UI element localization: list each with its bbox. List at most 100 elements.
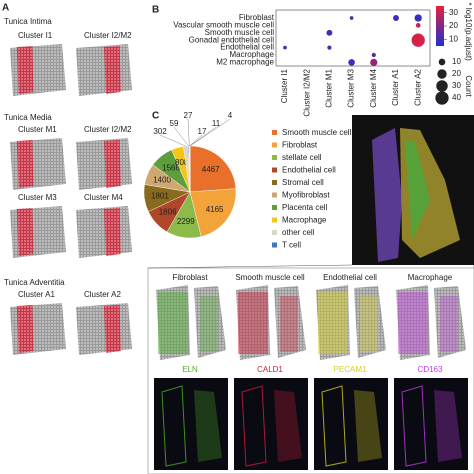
tissue-image — [372, 128, 402, 262]
gene-label: PECAM1 — [334, 365, 367, 374]
connector — [147, 264, 353, 269]
fluorescence-image — [314, 378, 388, 470]
value-label: 59 — [170, 119, 179, 128]
dot — [348, 59, 355, 66]
panel-label: A — [2, 3, 9, 14]
legend-label: stellate cell — [282, 153, 322, 162]
legend-swatch — [272, 242, 277, 248]
pie-slice — [189, 145, 237, 193]
size-key-label: 40 — [452, 93, 461, 102]
dot — [326, 29, 333, 36]
y-tick-label: Gonadal endothelial cell — [189, 35, 275, 44]
legend-swatch — [272, 130, 277, 135]
fluorescence-image — [154, 378, 228, 470]
x-tick-label: Cluster I2/M2 — [302, 68, 311, 116]
size-key — [435, 91, 449, 105]
fluorescence-signal — [354, 390, 382, 462]
cell-type-label: Fibroblast — [172, 273, 208, 282]
tissue-image — [76, 138, 132, 190]
legend-swatch — [272, 142, 277, 148]
size-key — [437, 69, 447, 79]
value-label: 11 — [212, 119, 221, 128]
legend-label: T cell — [282, 241, 301, 250]
legend-swatch — [272, 192, 277, 198]
value-label: 1566 — [162, 163, 180, 172]
cluster-label: Cluster I2/M2 — [84, 125, 132, 134]
cluster-label: Cluster M4 — [84, 193, 123, 202]
leader-line — [187, 118, 190, 147]
expression-overlay — [360, 296, 378, 352]
cell-type-label: Macrophage — [408, 273, 453, 282]
tissue-image — [156, 285, 190, 360]
y-tick-label: Macrophage — [230, 50, 275, 59]
legend-label: other cell — [282, 228, 315, 237]
size-key-label: 20 — [452, 69, 461, 78]
value-label: 1400 — [153, 175, 171, 184]
color-bar — [436, 6, 444, 46]
color-tick-label: 10 — [449, 34, 458, 43]
legend-swatch — [272, 217, 277, 223]
tissue-image — [354, 286, 386, 358]
cluster-highlight — [16, 46, 34, 94]
cluster-label: Cluster M3 — [18, 193, 57, 202]
gene-label: CALD1 — [257, 365, 283, 374]
x-tick-label: Cluster A1 — [391, 68, 400, 105]
plot-frame — [275, 9, 431, 67]
legend-swatch — [272, 180, 277, 185]
legend-label: Fibroblast — [282, 141, 318, 150]
cluster-highlight — [16, 305, 34, 353]
y-tick-label: Vascular smooth muscle cell — [173, 21, 274, 30]
legend-label: Myofibroblast — [282, 191, 330, 200]
expression-overlay — [318, 292, 348, 354]
cluster-highlight — [104, 305, 121, 353]
dot — [370, 58, 378, 67]
legend-label: Macrophage — [282, 216, 327, 225]
fluorescence-signal — [434, 390, 462, 462]
value-label: 17 — [198, 127, 207, 136]
panel-frame — [147, 267, 474, 474]
value-label: 1806 — [159, 208, 177, 217]
cluster-highlight — [16, 208, 34, 256]
cluster-label: Cluster A1 — [18, 290, 55, 299]
size-key-label: 30 — [452, 81, 461, 90]
gene-label: CD163 — [418, 365, 443, 374]
tissue-image — [76, 303, 132, 355]
y-tick-label: Smooth muscle cell — [205, 28, 275, 37]
y-tick-label: Endothelial cell — [220, 43, 274, 52]
pie-slice — [189, 188, 237, 237]
x-tick-label: Cluster M1 — [325, 68, 334, 107]
section-title: Tunica Media — [4, 113, 52, 122]
dot — [415, 23, 421, 28]
size-key — [438, 58, 446, 66]
expression-overlay — [200, 296, 218, 352]
value-label: 808 — [175, 158, 189, 167]
leader-line — [159, 134, 186, 147]
expression-overlay — [398, 292, 428, 354]
section-title: Tunica Adventitia — [4, 278, 65, 287]
y-tick-label: M2 macrophage — [216, 58, 274, 67]
dot — [371, 52, 376, 58]
tissue-image — [396, 285, 430, 360]
size-key — [436, 80, 448, 92]
cluster-highlight — [104, 46, 121, 94]
panel-label: B — [152, 5, 159, 16]
cluster-highlight — [104, 140, 121, 188]
value-label: 1801 — [151, 191, 169, 200]
x-tick-label: Cluster M4 — [369, 68, 378, 107]
fluorescence-signal — [401, 385, 427, 467]
dot — [414, 14, 422, 22]
tissue-image — [434, 286, 466, 358]
legend-label: Stromal cell — [282, 178, 324, 187]
expression-overlay — [280, 296, 298, 352]
cluster-label: Cluster M1 — [18, 125, 57, 134]
tissue-image — [405, 140, 430, 240]
fluorescence-image — [234, 378, 308, 470]
legend-swatch — [272, 155, 277, 160]
cluster-label: Cluster I2/M2 — [84, 31, 132, 40]
legend-label: Smooth muscle cell — [282, 128, 352, 137]
dot — [411, 33, 425, 47]
panel-label: C — [152, 111, 159, 122]
tissue-image — [76, 206, 132, 258]
tissue-image — [236, 285, 270, 360]
